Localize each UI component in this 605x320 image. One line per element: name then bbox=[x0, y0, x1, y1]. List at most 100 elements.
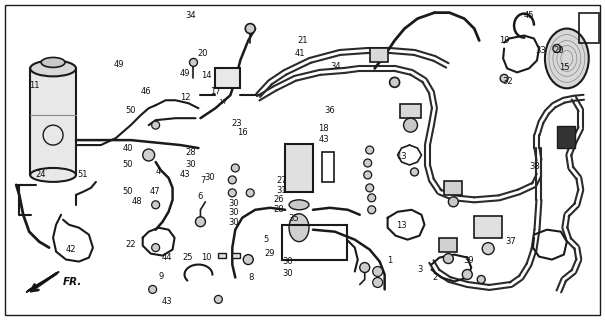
Text: 10: 10 bbox=[201, 253, 211, 262]
Text: 5: 5 bbox=[264, 235, 269, 244]
Circle shape bbox=[366, 146, 374, 154]
Text: 26: 26 bbox=[273, 195, 284, 204]
Text: 1: 1 bbox=[387, 256, 393, 265]
Text: 11: 11 bbox=[29, 81, 40, 90]
Text: 34: 34 bbox=[186, 11, 197, 20]
Text: 8: 8 bbox=[249, 273, 254, 282]
Text: 49: 49 bbox=[180, 69, 191, 78]
Text: 16: 16 bbox=[237, 128, 247, 137]
Text: 19: 19 bbox=[499, 36, 509, 45]
Text: 13: 13 bbox=[397, 152, 407, 161]
Bar bbox=[215, 68, 240, 88]
Bar bbox=[439, 238, 457, 252]
Circle shape bbox=[364, 171, 371, 179]
Bar bbox=[285, 144, 313, 192]
Text: 3: 3 bbox=[417, 265, 423, 275]
Text: 34: 34 bbox=[330, 61, 341, 70]
Circle shape bbox=[366, 184, 374, 192]
Text: 31: 31 bbox=[276, 186, 287, 195]
Text: 40: 40 bbox=[123, 144, 133, 153]
Circle shape bbox=[462, 269, 473, 279]
Circle shape bbox=[373, 277, 382, 287]
Text: 45: 45 bbox=[523, 11, 534, 20]
Bar bbox=[557, 126, 575, 148]
Text: 15: 15 bbox=[559, 63, 570, 72]
Circle shape bbox=[152, 244, 160, 252]
Text: 28: 28 bbox=[273, 205, 284, 214]
Text: 25: 25 bbox=[183, 253, 194, 262]
Circle shape bbox=[448, 197, 459, 207]
Circle shape bbox=[228, 176, 237, 184]
Text: 38: 38 bbox=[529, 162, 540, 171]
Text: 27: 27 bbox=[276, 176, 287, 185]
Text: 39: 39 bbox=[463, 256, 474, 265]
Circle shape bbox=[500, 74, 508, 82]
Text: 21: 21 bbox=[297, 36, 308, 45]
Text: 43: 43 bbox=[180, 170, 191, 179]
Text: 6: 6 bbox=[197, 192, 203, 201]
Ellipse shape bbox=[30, 60, 76, 76]
Text: 18: 18 bbox=[318, 124, 329, 132]
Circle shape bbox=[189, 59, 197, 67]
Bar bbox=[30, 68, 76, 175]
Bar bbox=[30, 68, 76, 175]
Circle shape bbox=[245, 24, 255, 34]
Circle shape bbox=[246, 189, 254, 197]
Circle shape bbox=[443, 253, 453, 264]
Text: 9: 9 bbox=[159, 272, 163, 281]
Circle shape bbox=[373, 267, 382, 276]
Text: 30: 30 bbox=[228, 218, 238, 227]
Text: 2: 2 bbox=[433, 273, 437, 282]
Text: 42: 42 bbox=[65, 245, 76, 254]
Circle shape bbox=[152, 121, 160, 129]
Circle shape bbox=[477, 276, 485, 284]
Ellipse shape bbox=[404, 118, 417, 132]
Ellipse shape bbox=[289, 214, 309, 242]
Text: 47: 47 bbox=[149, 188, 160, 196]
Text: 36: 36 bbox=[324, 106, 335, 115]
Text: 43: 43 bbox=[162, 297, 172, 306]
Text: 43: 43 bbox=[318, 135, 329, 144]
Text: 46: 46 bbox=[140, 87, 151, 96]
Circle shape bbox=[364, 159, 371, 167]
Text: 30: 30 bbox=[228, 198, 238, 207]
Bar bbox=[474, 216, 502, 238]
Text: 30: 30 bbox=[186, 160, 197, 169]
Text: 28: 28 bbox=[186, 148, 197, 156]
Circle shape bbox=[368, 206, 376, 214]
Circle shape bbox=[360, 262, 370, 273]
Text: 37: 37 bbox=[505, 237, 515, 246]
Text: 30: 30 bbox=[282, 268, 293, 278]
Text: 41: 41 bbox=[294, 49, 305, 58]
Text: 32: 32 bbox=[502, 77, 512, 86]
Text: 7: 7 bbox=[200, 176, 206, 185]
Bar bbox=[282, 225, 347, 260]
Circle shape bbox=[368, 194, 376, 202]
Bar bbox=[370, 49, 388, 62]
Circle shape bbox=[243, 255, 253, 265]
Text: 23: 23 bbox=[231, 119, 241, 128]
Text: 50: 50 bbox=[126, 106, 136, 115]
Ellipse shape bbox=[545, 28, 589, 88]
Circle shape bbox=[411, 168, 419, 176]
Circle shape bbox=[228, 189, 237, 197]
Bar bbox=[232, 252, 240, 258]
Text: 24: 24 bbox=[35, 170, 46, 179]
Circle shape bbox=[553, 44, 561, 52]
Circle shape bbox=[390, 77, 399, 87]
Ellipse shape bbox=[30, 168, 76, 182]
Text: 20: 20 bbox=[553, 45, 564, 55]
Text: 35: 35 bbox=[288, 214, 299, 223]
Bar bbox=[399, 104, 422, 118]
Text: 50: 50 bbox=[123, 188, 133, 196]
Circle shape bbox=[231, 164, 239, 172]
Text: 51: 51 bbox=[77, 170, 88, 179]
Circle shape bbox=[214, 295, 223, 303]
Bar bbox=[579, 13, 599, 43]
Circle shape bbox=[143, 149, 155, 161]
Circle shape bbox=[482, 243, 494, 255]
Bar bbox=[218, 252, 226, 258]
Circle shape bbox=[152, 201, 160, 209]
Text: 33: 33 bbox=[535, 45, 546, 55]
Text: 30: 30 bbox=[228, 208, 238, 217]
